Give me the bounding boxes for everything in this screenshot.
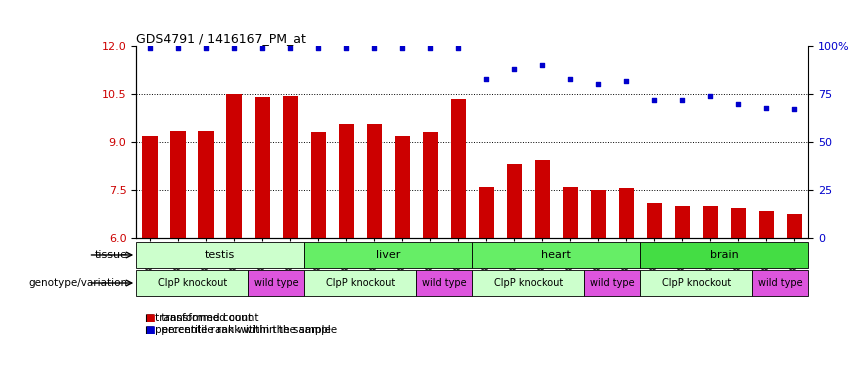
Point (648, 97, 661, 103)
Bar (416, 270, 472, 296)
Bar (395, 136, 410, 238)
Point (283, 45, 297, 51)
Point (704, 93, 717, 99)
Text: wild type: wild type (590, 278, 635, 288)
Bar (142, 136, 158, 238)
Text: wild type: wild type (254, 278, 299, 288)
Bar (254, 97, 270, 238)
Text: ■: ■ (145, 324, 154, 334)
Bar (640, 242, 808, 268)
Text: wild type: wild type (422, 278, 466, 288)
Point (732, 101, 745, 107)
Text: percentile rank within the sample: percentile rank within the sample (155, 324, 331, 334)
Point (171, 45, 185, 51)
Bar (136, 270, 248, 296)
Point (760, 104, 774, 111)
Bar (472, 270, 585, 296)
Bar (619, 189, 634, 238)
Point (227, 45, 241, 51)
Bar (591, 190, 606, 238)
Bar (759, 211, 774, 238)
Text: wild type: wild type (758, 278, 802, 288)
Text: ■  transformed count: ■ transformed count (145, 313, 258, 323)
Point (143, 45, 157, 51)
Bar (752, 270, 808, 296)
Point (507, 66, 521, 72)
Text: heart: heart (541, 250, 571, 260)
Bar (640, 270, 752, 296)
Bar (703, 206, 718, 238)
Text: ClpP knockout: ClpP knockout (494, 278, 563, 288)
Point (340, 45, 353, 51)
Point (620, 78, 633, 84)
Point (479, 76, 493, 82)
Bar (367, 124, 382, 238)
Point (368, 45, 381, 51)
Point (563, 76, 577, 82)
Bar (339, 124, 354, 238)
Text: testis: testis (205, 250, 236, 260)
Text: ■  percentile rank within the sample: ■ percentile rank within the sample (145, 324, 337, 334)
Bar (472, 242, 640, 268)
Point (676, 97, 689, 103)
Text: ClpP knockout: ClpP knockout (326, 278, 395, 288)
Text: brain: brain (710, 250, 739, 260)
Bar (647, 203, 662, 238)
Point (535, 62, 549, 68)
Bar (423, 132, 438, 238)
Bar (304, 242, 472, 268)
Bar (283, 96, 298, 238)
Text: transformed count: transformed count (155, 313, 252, 323)
Text: liver: liver (376, 250, 401, 260)
Bar (304, 270, 416, 296)
Bar (198, 131, 214, 238)
Point (199, 45, 213, 51)
Point (311, 45, 325, 51)
Bar (786, 214, 802, 238)
Text: ■: ■ (145, 313, 154, 323)
Bar (226, 94, 242, 238)
Bar (311, 132, 326, 238)
Bar (585, 270, 640, 296)
Text: ClpP knockout: ClpP knockout (157, 278, 227, 288)
Bar (675, 206, 690, 238)
Point (424, 45, 437, 51)
Bar (506, 164, 522, 238)
Bar (478, 187, 494, 238)
Bar (248, 270, 304, 296)
Bar (563, 187, 578, 238)
Text: ClpP knockout: ClpP knockout (662, 278, 731, 288)
Bar (534, 160, 550, 238)
Point (591, 81, 605, 88)
Point (396, 45, 409, 51)
Bar (170, 131, 186, 238)
Text: genotype/variation: genotype/variation (29, 278, 128, 288)
Bar (136, 242, 304, 268)
Bar (731, 208, 746, 238)
Bar (450, 99, 466, 238)
Text: GDS4791 / 1416167_PM_at: GDS4791 / 1416167_PM_at (136, 32, 306, 45)
Point (255, 45, 269, 51)
Text: tissue: tissue (94, 250, 128, 260)
Point (452, 45, 465, 51)
Point (788, 106, 802, 113)
